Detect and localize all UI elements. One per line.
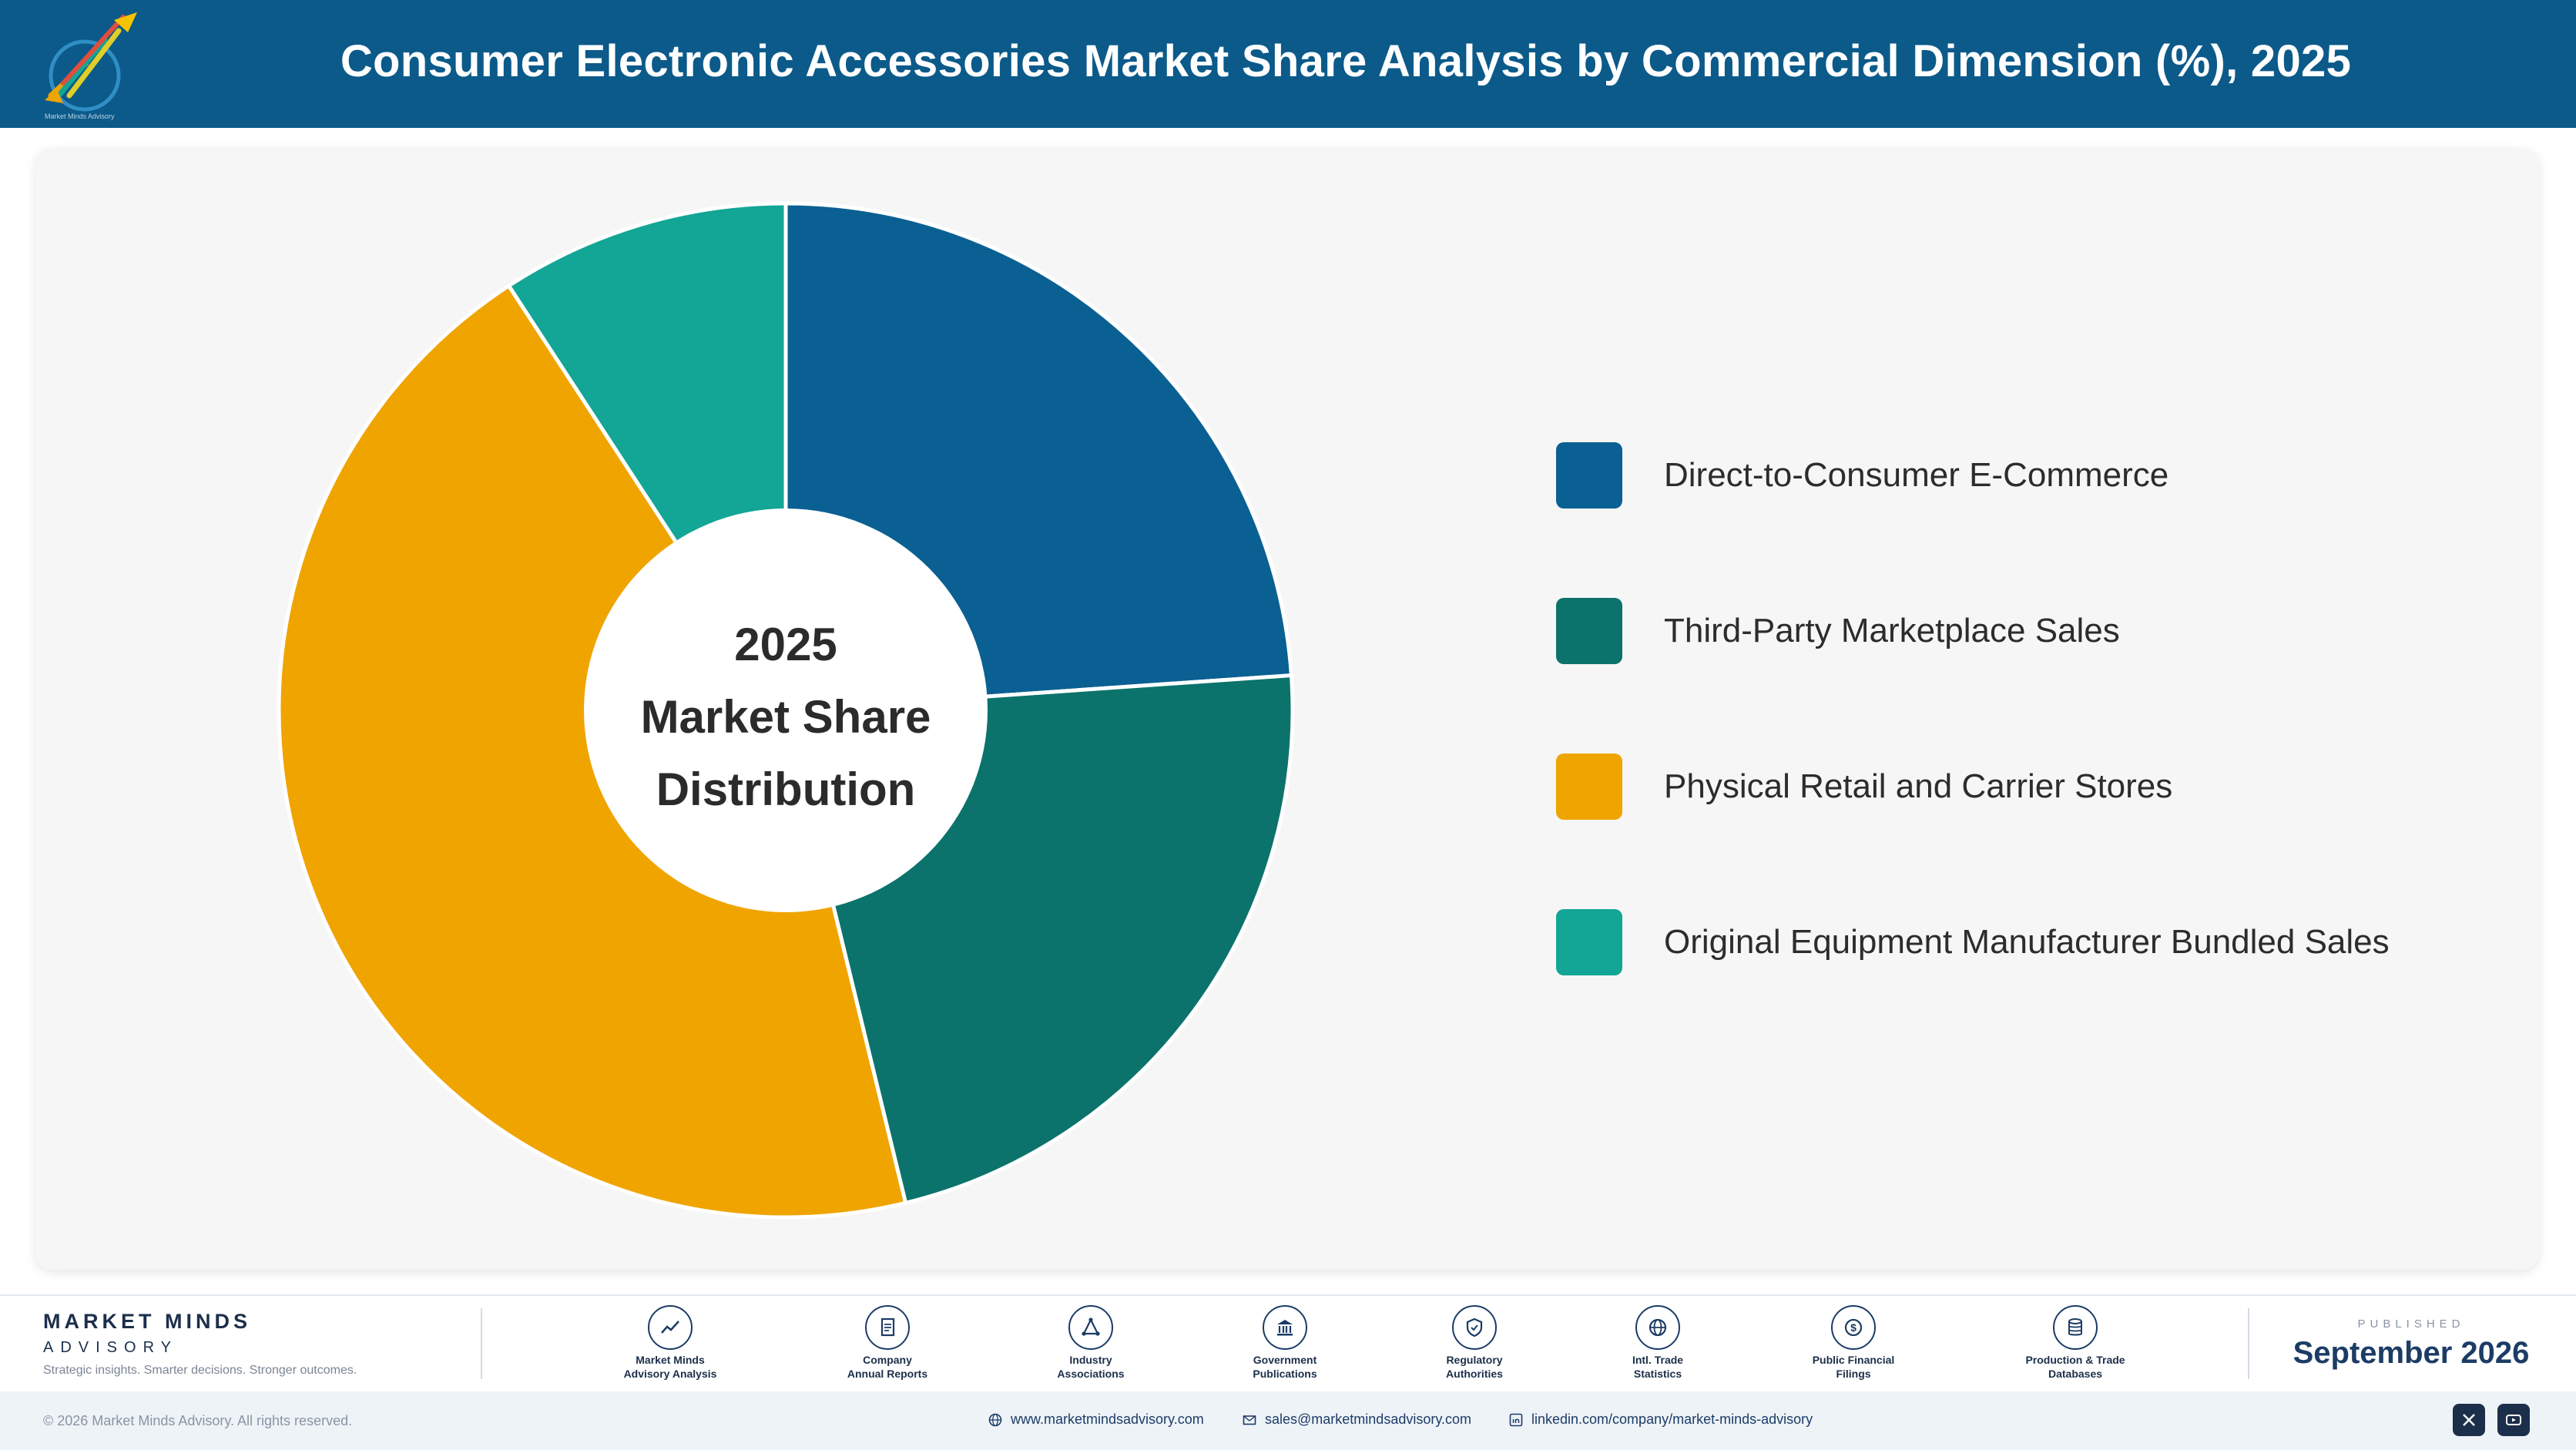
legend-item: Third-Party Marketplace Sales — [1556, 595, 2480, 664]
shield-icon — [1452, 1305, 1497, 1350]
website-link[interactable]: www.marketmindsadvisory.com — [988, 1411, 1204, 1428]
market-minds-logo — [45, 12, 137, 112]
legend-label: Original Equipment Manufacturer Bundled … — [1664, 923, 2390, 961]
linkedin-link[interactable]: linkedin.com/company/market-minds-adviso… — [1508, 1411, 1813, 1428]
database-icon — [2053, 1305, 2098, 1350]
donut-hole — [584, 509, 988, 912]
source-label-line1: Regulatory — [1446, 1354, 1503, 1366]
dollar-icon: $ — [1831, 1305, 1876, 1350]
bottom-bar: © 2026 Market Minds Advisory. All rights… — [0, 1391, 2576, 1450]
x-icon[interactable] — [2453, 1404, 2485, 1436]
source-item: Company Annual Reports — [795, 1305, 980, 1381]
document-icon — [865, 1305, 910, 1350]
source-label: Market Minds Advisory Analysis — [578, 1353, 763, 1381]
website-text: www.marketmindsadvisory.com — [1011, 1411, 1204, 1427]
source-item: Government Publications — [1192, 1305, 1377, 1381]
source-label-line2: Statistics — [1633, 1368, 1682, 1380]
logo-caption: Market Minds Advisory — [45, 112, 115, 120]
footer-brand-name: MARKET MINDS — [43, 1310, 251, 1333]
footer-divider — [481, 1308, 482, 1379]
building-icon — [1263, 1305, 1307, 1350]
source-item: Industry Associations — [998, 1305, 1183, 1381]
source-label: Regulatory Authorities — [1382, 1353, 1567, 1381]
source-label: Public Financial Filings — [1761, 1353, 1946, 1381]
email-link[interactable]: sales@marketmindsadvisory.com — [1242, 1411, 1471, 1428]
footer-band: MARKET MINDS ADVISORY Strategic insights… — [0, 1294, 2576, 1391]
page-title: Consumer Electronic Accessories Market S… — [340, 36, 2352, 86]
source-label-line1: Production & Trade — [2025, 1354, 2125, 1366]
source-item: Production & Trade Databases — [1983, 1305, 2168, 1381]
center-label-line2: Market Share — [640, 691, 931, 743]
globe-icon — [988, 1413, 1002, 1426]
source-label-line2: Databases — [2048, 1368, 2103, 1380]
legend-item: Direct-to-Consumer E-Commerce — [1556, 439, 2480, 509]
legend-swatch — [1556, 909, 1622, 975]
center-label-line3: Distribution — [656, 764, 916, 815]
mail-icon — [1243, 1415, 1256, 1425]
source-label: Intl. Trade Statistics — [1565, 1353, 1750, 1381]
source-label-line1: Intl. Trade — [1632, 1354, 1684, 1366]
legend-label: Direct-to-Consumer E-Commerce — [1664, 456, 2169, 494]
source-label-line2: Annual Reports — [847, 1368, 928, 1380]
source-label-line1: Public Financial — [1812, 1354, 1895, 1366]
published-date: September 2026 — [2293, 1336, 2530, 1370]
legend-swatch — [1556, 442, 1622, 509]
source-item: Regulatory Authorities — [1382, 1305, 1567, 1381]
source-item: $ Public Financial Filings — [1761, 1305, 1946, 1381]
linkedin-text: linkedin.com/company/market-minds-adviso… — [1531, 1411, 1813, 1427]
source-label-line1: Industry — [1069, 1354, 1112, 1366]
legend-item: Physical Retail and Carrier Stores — [1556, 750, 2480, 820]
network-icon — [1068, 1305, 1113, 1350]
legend-item: Original Equipment Manufacturer Bundled … — [1556, 906, 2480, 975]
youtube-icon[interactable] — [2497, 1404, 2530, 1436]
globe-icon — [1635, 1305, 1680, 1350]
legend-label: Physical Retail and Carrier Stores — [1664, 767, 2173, 805]
svg-text:$: $ — [1850, 1321, 1857, 1334]
source-label: Government Publications — [1192, 1353, 1377, 1381]
header-bar: Market Minds Advisory Consumer Electroni… — [0, 0, 2576, 128]
source-label-line2: Authorities — [1446, 1368, 1503, 1380]
source-label: Company Annual Reports — [795, 1353, 980, 1381]
linkedin-icon — [1509, 1413, 1523, 1426]
donut-center-label: 2025 Market Share Distribution — [632, 609, 940, 826]
source-label-line2: Publications — [1253, 1368, 1317, 1380]
source-label-line2: Associations — [1057, 1368, 1125, 1380]
footer-divider — [2248, 1308, 2249, 1379]
published-label: PUBLISHED — [2357, 1317, 2465, 1331]
legend-label: Third-Party Marketplace Sales — [1664, 612, 2120, 649]
trend-icon — [648, 1305, 693, 1350]
center-label-year: 2025 — [734, 619, 837, 670]
source-label-line1: Market Minds — [636, 1354, 705, 1366]
legend-swatch — [1556, 754, 1622, 820]
source-label-line1: Company — [863, 1354, 912, 1366]
email-text: sales@marketmindsadvisory.com — [1265, 1411, 1472, 1427]
source-label: Production & Trade Databases — [1983, 1353, 2168, 1381]
source-label-line1: Government — [1253, 1354, 1317, 1366]
footer-tagline: Strategic insights. Smarter decisions. S… — [43, 1364, 357, 1377]
source-label-line2: Filings — [1836, 1368, 1871, 1380]
source-item: Intl. Trade Statistics — [1565, 1305, 1750, 1381]
source-item: Market Minds Advisory Analysis — [578, 1305, 763, 1381]
source-label-line2: Advisory Analysis — [623, 1368, 717, 1380]
footer-brand-sub: ADVISORY — [43, 1339, 178, 1356]
copyright-text: © 2026 Market Minds Advisory. All rights… — [43, 1413, 353, 1428]
source-label: Industry Associations — [998, 1353, 1183, 1381]
legend-swatch — [1556, 598, 1622, 664]
